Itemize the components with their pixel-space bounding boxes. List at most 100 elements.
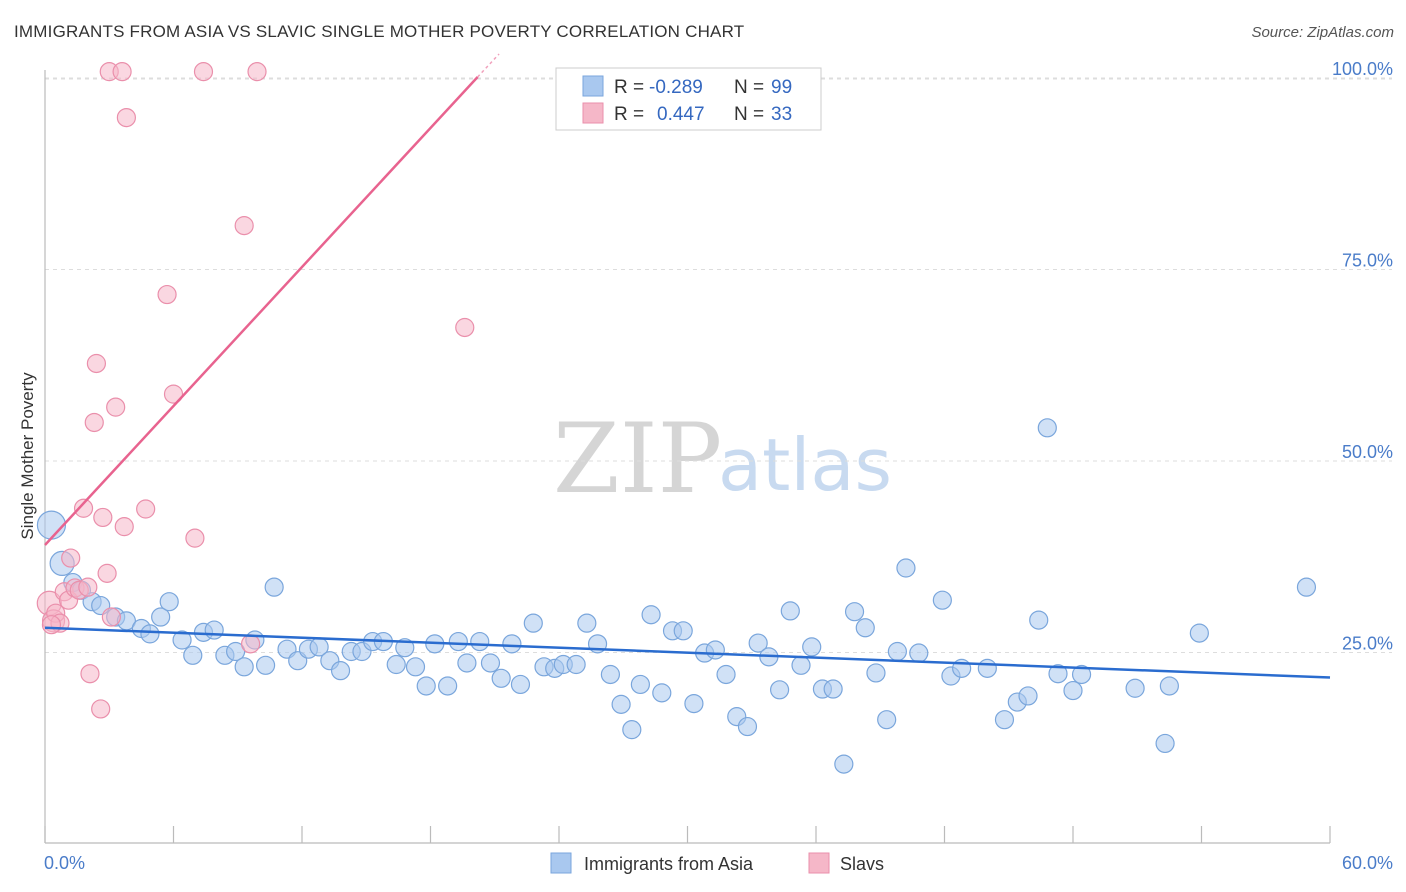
data-point-slavs — [163, 384, 184, 404]
data-point-asia — [909, 643, 929, 663]
legend-n-label-slavs: N = — [734, 104, 764, 125]
data-point-slavs — [112, 62, 132, 82]
legend-r-label-asia: R = — [614, 77, 644, 98]
legend-swatch-slavs — [582, 102, 604, 124]
bottom-legend-label-slavs: Slavs — [840, 854, 884, 874]
data-point-asia — [491, 668, 511, 688]
data-point-asia — [994, 710, 1015, 730]
data-point-asia — [1189, 623, 1209, 643]
data-point-asia — [502, 634, 522, 654]
y-axis-title: Single Mother Poverty — [18, 372, 37, 540]
data-point-asia — [36, 510, 67, 540]
data-point-slavs — [114, 517, 134, 537]
data-point-asia — [183, 645, 203, 665]
data-point-asia — [641, 605, 661, 625]
data-point-asia — [630, 674, 650, 695]
x-tick-label-max: 60.0% — [1342, 853, 1393, 873]
legend-n-value-asia: 99 — [771, 77, 792, 98]
y-tick-label: 100.0% — [1332, 59, 1393, 79]
trend-line-asia — [44, 626, 1331, 679]
data-point-asia — [1071, 664, 1092, 685]
watermark-atlas: atlas — [718, 423, 892, 507]
legend-swatch-asia — [582, 75, 604, 97]
data-point-asia — [834, 754, 854, 774]
data-point-slavs — [241, 634, 261, 654]
data-point-asia — [673, 621, 693, 641]
data-point-slavs — [93, 507, 113, 528]
data-point-asia — [438, 676, 458, 696]
data-point-asia — [1296, 577, 1317, 597]
data-point-slavs — [91, 699, 111, 719]
data-point-asia — [1155, 733, 1175, 754]
data-point-asia — [855, 618, 875, 638]
chart-title: IMMIGRANTS FROM ASIA VS SLAVIC SINGLE MO… — [14, 22, 745, 41]
source-credit: Source: ZipAtlas.com — [1251, 24, 1394, 41]
data-point-slavs — [80, 664, 100, 684]
data-point-slavs — [157, 284, 177, 305]
data-point-asia — [330, 661, 351, 681]
data-point-slavs — [455, 317, 475, 338]
data-point-slavs — [84, 412, 104, 433]
watermark-zip: ZIP — [553, 403, 722, 515]
data-point-slavs — [101, 607, 121, 627]
data-point-slavs — [97, 563, 117, 583]
data-point-asia — [523, 613, 543, 633]
correlation-legend: R = -0.289 N = 99 R = 0.447 N = 33 — [555, 67, 822, 131]
legend-r-value-slavs: 0.447 — [657, 104, 705, 125]
y-tick-label: 75.0% — [1342, 251, 1393, 271]
data-point-asia — [151, 607, 171, 627]
data-point-slavs — [78, 577, 98, 597]
data-point-asia — [748, 633, 768, 653]
trend-line-slavs-extension — [477, 53, 500, 78]
data-point-asia — [791, 655, 811, 675]
data-point-asia — [577, 613, 597, 633]
data-point-asia — [1159, 676, 1179, 696]
legend-r-label-slavs: R = — [614, 104, 644, 125]
data-point-asia — [255, 655, 276, 675]
y-tick-label: 25.0% — [1342, 634, 1393, 654]
data-point-asia — [1037, 418, 1057, 438]
data-point-slavs — [136, 499, 156, 519]
data-point-asia — [226, 641, 246, 662]
data-point-asia — [159, 592, 179, 612]
data-point-asia — [264, 577, 284, 597]
series-legend: Immigrants from Asia Slavs — [550, 852, 884, 874]
legend-n-value-slavs: 33 — [771, 104, 792, 125]
data-point-asia — [457, 653, 477, 673]
data-point-asia — [405, 657, 426, 677]
bottom-legend-swatch-asia — [550, 852, 572, 874]
data-point-asia — [877, 710, 897, 730]
data-point-asia — [769, 680, 790, 700]
data-point-slavs — [41, 615, 62, 635]
data-point-asia — [611, 694, 631, 714]
data-point-asia — [234, 657, 254, 677]
data-point-asia — [172, 630, 192, 650]
data-point-asia — [1029, 610, 1049, 630]
data-point-asia — [932, 590, 952, 610]
x-ticks — [44, 826, 1331, 843]
bottom-legend-label-asia: Immigrants from Asia — [584, 854, 754, 874]
x-tick-label-min: 0.0% — [44, 853, 85, 873]
data-point-slavs — [73, 498, 94, 518]
data-point-slavs — [247, 62, 267, 82]
data-point-asia — [896, 558, 916, 578]
data-point-slavs — [185, 528, 205, 548]
data-point-asia — [652, 683, 672, 703]
data-point-asia — [448, 631, 468, 652]
legend-n-label-asia: N = — [734, 77, 764, 98]
y-tick-labels: 25.0% 50.0% 75.0% 100.0% — [1332, 59, 1393, 654]
data-point-asia — [737, 716, 758, 737]
data-point-asia — [705, 640, 725, 660]
bottom-legend-swatch-slavs — [808, 852, 830, 874]
trend-lines — [44, 53, 1331, 679]
data-point-asia — [866, 663, 886, 683]
data-point-asia — [386, 654, 406, 675]
data-point-slavs — [86, 353, 107, 374]
data-point-asia — [802, 637, 822, 657]
gridlines — [45, 77, 1392, 653]
data-point-asia — [887, 641, 907, 662]
data-point-asia — [977, 658, 997, 678]
data-point-asia — [140, 624, 160, 644]
data-point-asia — [395, 638, 415, 658]
